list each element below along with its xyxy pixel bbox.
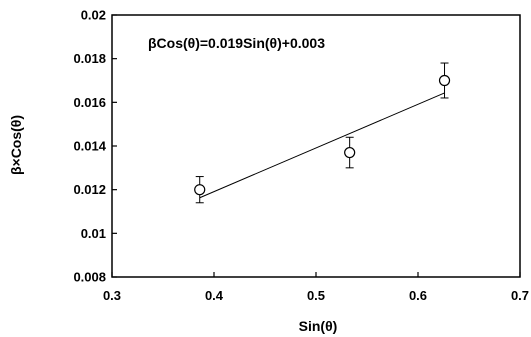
x-tick-label: 0.3 <box>103 288 121 303</box>
x-axis: 0.3 0.4 0.5 0.6 0.7 <box>103 272 529 303</box>
fit-line <box>199 92 445 199</box>
fit-line-layer <box>199 92 445 199</box>
y-tick-label: 0.02 <box>81 8 106 23</box>
x-axis-title: Sin(θ) <box>299 318 338 334</box>
x-tick-label: 0.5 <box>307 288 325 303</box>
y-axis-title: β×Cos(θ) <box>8 115 24 175</box>
y-tick-label: 0.012 <box>73 182 106 197</box>
y-axis: 0.008 0.01 0.012 0.014 0.016 0.018 0.02 <box>73 8 117 285</box>
data-points-layer <box>194 62 451 204</box>
data-point <box>438 74 451 87</box>
x-tick-label: 0.6 <box>409 288 427 303</box>
x-tick-label: 0.4 <box>205 288 224 303</box>
x-tick-label: 0.7 <box>511 288 529 303</box>
y-tick-label: 0.008 <box>73 270 106 285</box>
y-tick-label: 0.018 <box>73 51 106 66</box>
data-point-group <box>344 136 356 169</box>
data-point <box>194 184 206 196</box>
y-tick-label: 0.016 <box>73 95 106 110</box>
fit-equation-label: βCos(θ)=0.019Sin(θ)+0.003 <box>148 35 325 51</box>
data-point-group <box>194 176 206 204</box>
y-tick-label: 0.014 <box>73 139 106 154</box>
data-point <box>344 146 356 159</box>
y-tick-label: 0.01 <box>81 226 106 241</box>
plot-area-frame <box>111 14 521 278</box>
data-point-group <box>438 62 451 99</box>
